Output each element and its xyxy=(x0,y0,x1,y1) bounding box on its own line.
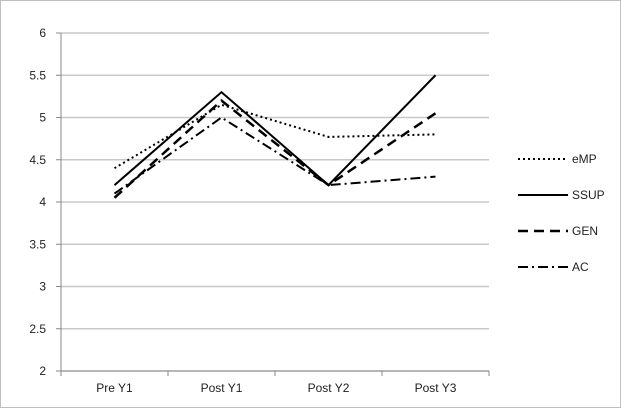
y-tick-label: 2 xyxy=(39,364,46,378)
y-tick-label: 3.5 xyxy=(29,237,46,251)
x-tick-label: Post Y3 xyxy=(415,381,457,395)
series-line-ac xyxy=(113,116,436,195)
series-line-ssup xyxy=(113,74,437,187)
x-tick-label: Post Y2 xyxy=(308,381,350,395)
legend-label-ssup: SSUP xyxy=(572,188,605,202)
series-lines xyxy=(113,74,437,199)
legend-label-ac: AC xyxy=(572,260,589,274)
y-tick-label: 5.5 xyxy=(29,68,46,82)
series-line-emp xyxy=(113,103,436,170)
legend-label-emp: eMP xyxy=(572,152,597,166)
gridlines xyxy=(61,32,489,372)
y-tick-label: 6 xyxy=(39,26,46,40)
y-tick-label: 4 xyxy=(39,195,46,209)
y-tick-label: 3 xyxy=(39,280,46,294)
x-axis: Pre Y1 Post Y1 Post Y2 Post Y3 xyxy=(60,370,490,395)
y-tick-label: 5 xyxy=(39,111,46,125)
y-axis: 2 2.5 3 3.5 4 4.5 5 5.5 6 xyxy=(29,26,62,378)
series-line-gen xyxy=(113,98,437,199)
x-tick-label: Pre Y1 xyxy=(96,381,133,395)
legend: eMP SSUP GEN AC xyxy=(518,152,605,274)
y-tick-label: 2.5 xyxy=(29,322,46,336)
y-tick-label: 4.5 xyxy=(29,153,46,167)
legend-label-gen: GEN xyxy=(572,224,598,238)
x-tick-label: Post Y1 xyxy=(201,381,243,395)
